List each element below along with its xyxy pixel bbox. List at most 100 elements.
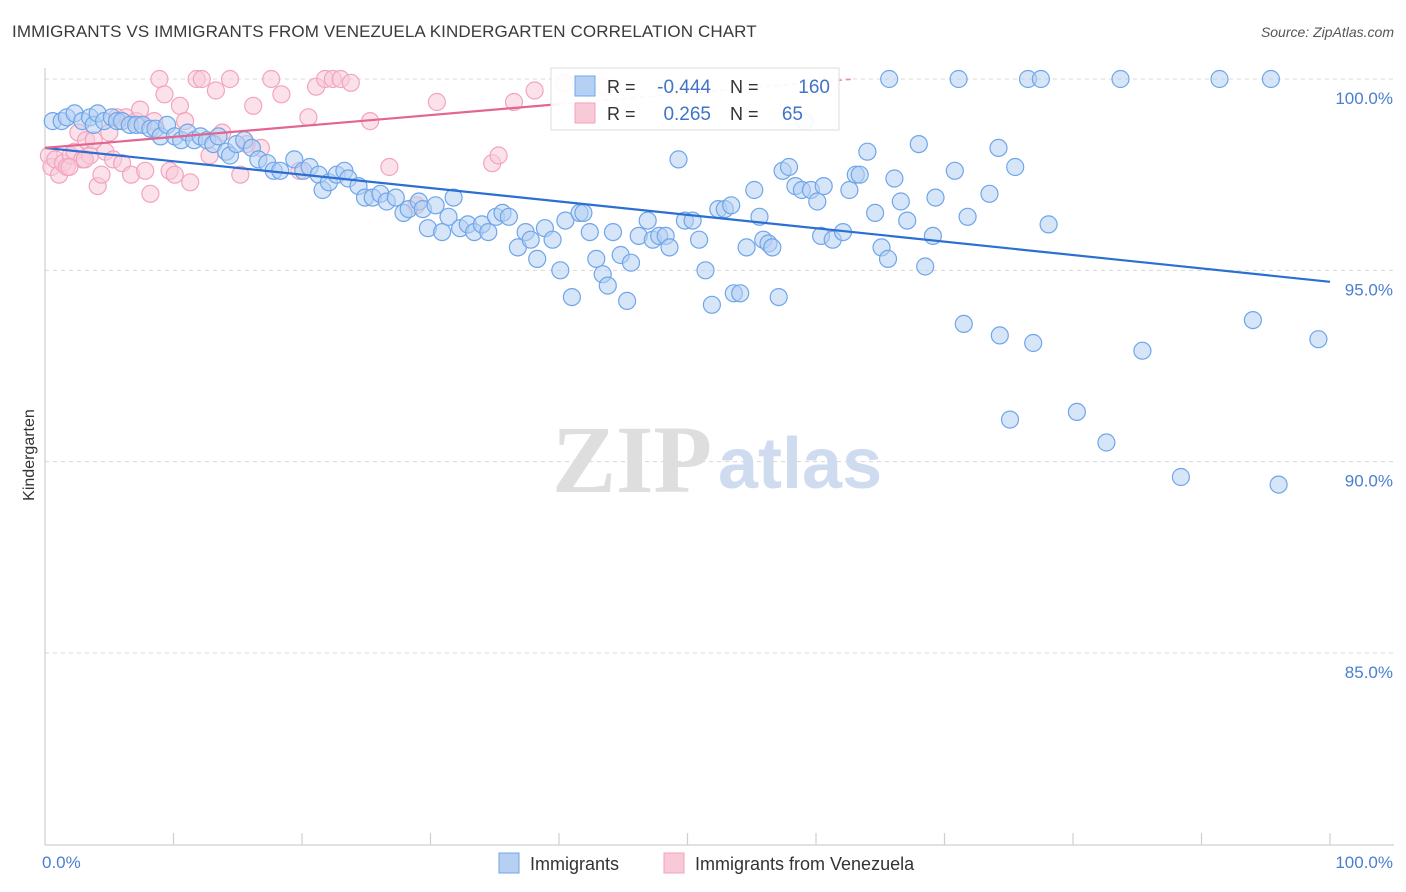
y-tick-label: 85.0% — [1345, 663, 1393, 682]
data-point — [504, 92, 524, 112]
grid-lines — [45, 78, 1394, 654]
data-point — [769, 288, 788, 307]
data-point — [779, 157, 799, 177]
data-point — [136, 161, 155, 180]
x-ticks — [172, 833, 1331, 845]
data-point — [745, 180, 764, 200]
data-point — [980, 184, 999, 203]
data-point — [808, 192, 827, 211]
stats-legend-frame — [550, 67, 840, 131]
data-point — [433, 223, 452, 242]
data-point — [272, 85, 291, 104]
data-point — [958, 207, 977, 226]
data-point — [949, 69, 968, 89]
data-point — [141, 184, 160, 203]
data-point — [865, 203, 885, 222]
data-point — [885, 169, 904, 188]
data-point — [878, 249, 898, 268]
data-point — [669, 150, 688, 169]
data-point — [737, 238, 756, 257]
data-point — [840, 180, 859, 200]
stats-n-label-2: N = — [730, 104, 759, 124]
data-point — [1309, 330, 1328, 349]
data-point — [75, 150, 94, 169]
data-point — [543, 230, 562, 249]
stats-r-value-2: 0.265 — [663, 104, 711, 125]
series-legend: Immigrants Immigrants from Venezuela — [498, 852, 915, 874]
data-point — [926, 188, 945, 207]
data-point — [945, 161, 964, 180]
data-point — [660, 238, 679, 257]
data-point — [192, 69, 211, 89]
source-credit: Source: ZipAtlas.com — [1260, 24, 1394, 40]
x-tick-label-max: 100.0% — [1335, 853, 1393, 872]
chart-title: IMMIGRANTS VS IMMIGRANTS FROM VENEZUELA … — [12, 22, 757, 41]
data-point — [1039, 215, 1058, 234]
data-point — [909, 135, 928, 154]
data-point — [499, 207, 518, 226]
y-tick-label: 100.0% — [1335, 89, 1393, 108]
stats-n-label-1: N = — [730, 77, 759, 97]
data-point — [587, 249, 606, 268]
data-point — [439, 207, 458, 226]
data-point — [165, 165, 184, 184]
data-point — [898, 211, 917, 230]
watermark-zip: ZIP — [552, 406, 712, 513]
data-point — [262, 69, 281, 89]
data-point — [150, 69, 169, 89]
stats-r-label-1: R = — [607, 77, 636, 97]
legend-swatch-immigrants — [498, 852, 520, 874]
data-point — [990, 326, 1009, 345]
legend-swatch-venezuela — [663, 852, 685, 874]
data-point — [206, 81, 225, 100]
data-point — [299, 108, 318, 127]
data-point — [528, 249, 547, 268]
data-point — [850, 165, 869, 184]
legend-label-immigrants: Immigrants — [530, 854, 619, 874]
stats-r-label-2: R = — [607, 104, 636, 124]
data-point — [60, 157, 79, 177]
data-point — [525, 81, 544, 100]
data-point — [689, 230, 709, 249]
data-point — [858, 142, 877, 161]
data-point — [722, 196, 741, 215]
data-point — [1097, 433, 1116, 452]
data-point — [231, 165, 250, 184]
data-point — [181, 173, 200, 192]
data-point — [763, 238, 782, 257]
data-point — [1067, 402, 1087, 421]
data-point — [1171, 467, 1191, 487]
data-point — [1024, 333, 1043, 353]
data-point — [170, 96, 189, 115]
data-point — [244, 96, 263, 115]
data-point — [954, 314, 973, 333]
data-point — [341, 73, 360, 92]
data-point — [386, 188, 405, 207]
data-point — [603, 223, 623, 242]
data-point — [1269, 475, 1288, 494]
data-point — [598, 276, 617, 295]
y-tick-label: 90.0% — [1345, 472, 1393, 491]
data-point — [1261, 69, 1281, 89]
data-point — [574, 203, 593, 222]
data-point — [1000, 410, 1020, 429]
data-point — [1243, 311, 1263, 330]
data-point — [92, 165, 111, 184]
data-point — [580, 223, 599, 242]
data-point — [1133, 341, 1152, 360]
stats-legend: R = -0.444 N = 160 R = 0.265 N = 65 — [550, 67, 840, 131]
data-point — [696, 261, 715, 280]
watermark-atlas: atlas — [718, 424, 882, 504]
data-point — [131, 100, 150, 119]
stats-r-value-1: -0.444 — [657, 77, 711, 98]
immigrants-points — [43, 69, 1328, 494]
y-tick-labels: 100.0% 95.0% 90.0% 85.0% — [1335, 89, 1393, 682]
data-point — [380, 157, 399, 177]
data-point — [1031, 69, 1051, 89]
stats-swatch-immigrants — [574, 75, 596, 97]
data-point — [702, 295, 722, 314]
data-point — [621, 253, 641, 272]
data-point — [155, 85, 174, 104]
x-tick-label-min: 0.0% — [42, 853, 81, 872]
